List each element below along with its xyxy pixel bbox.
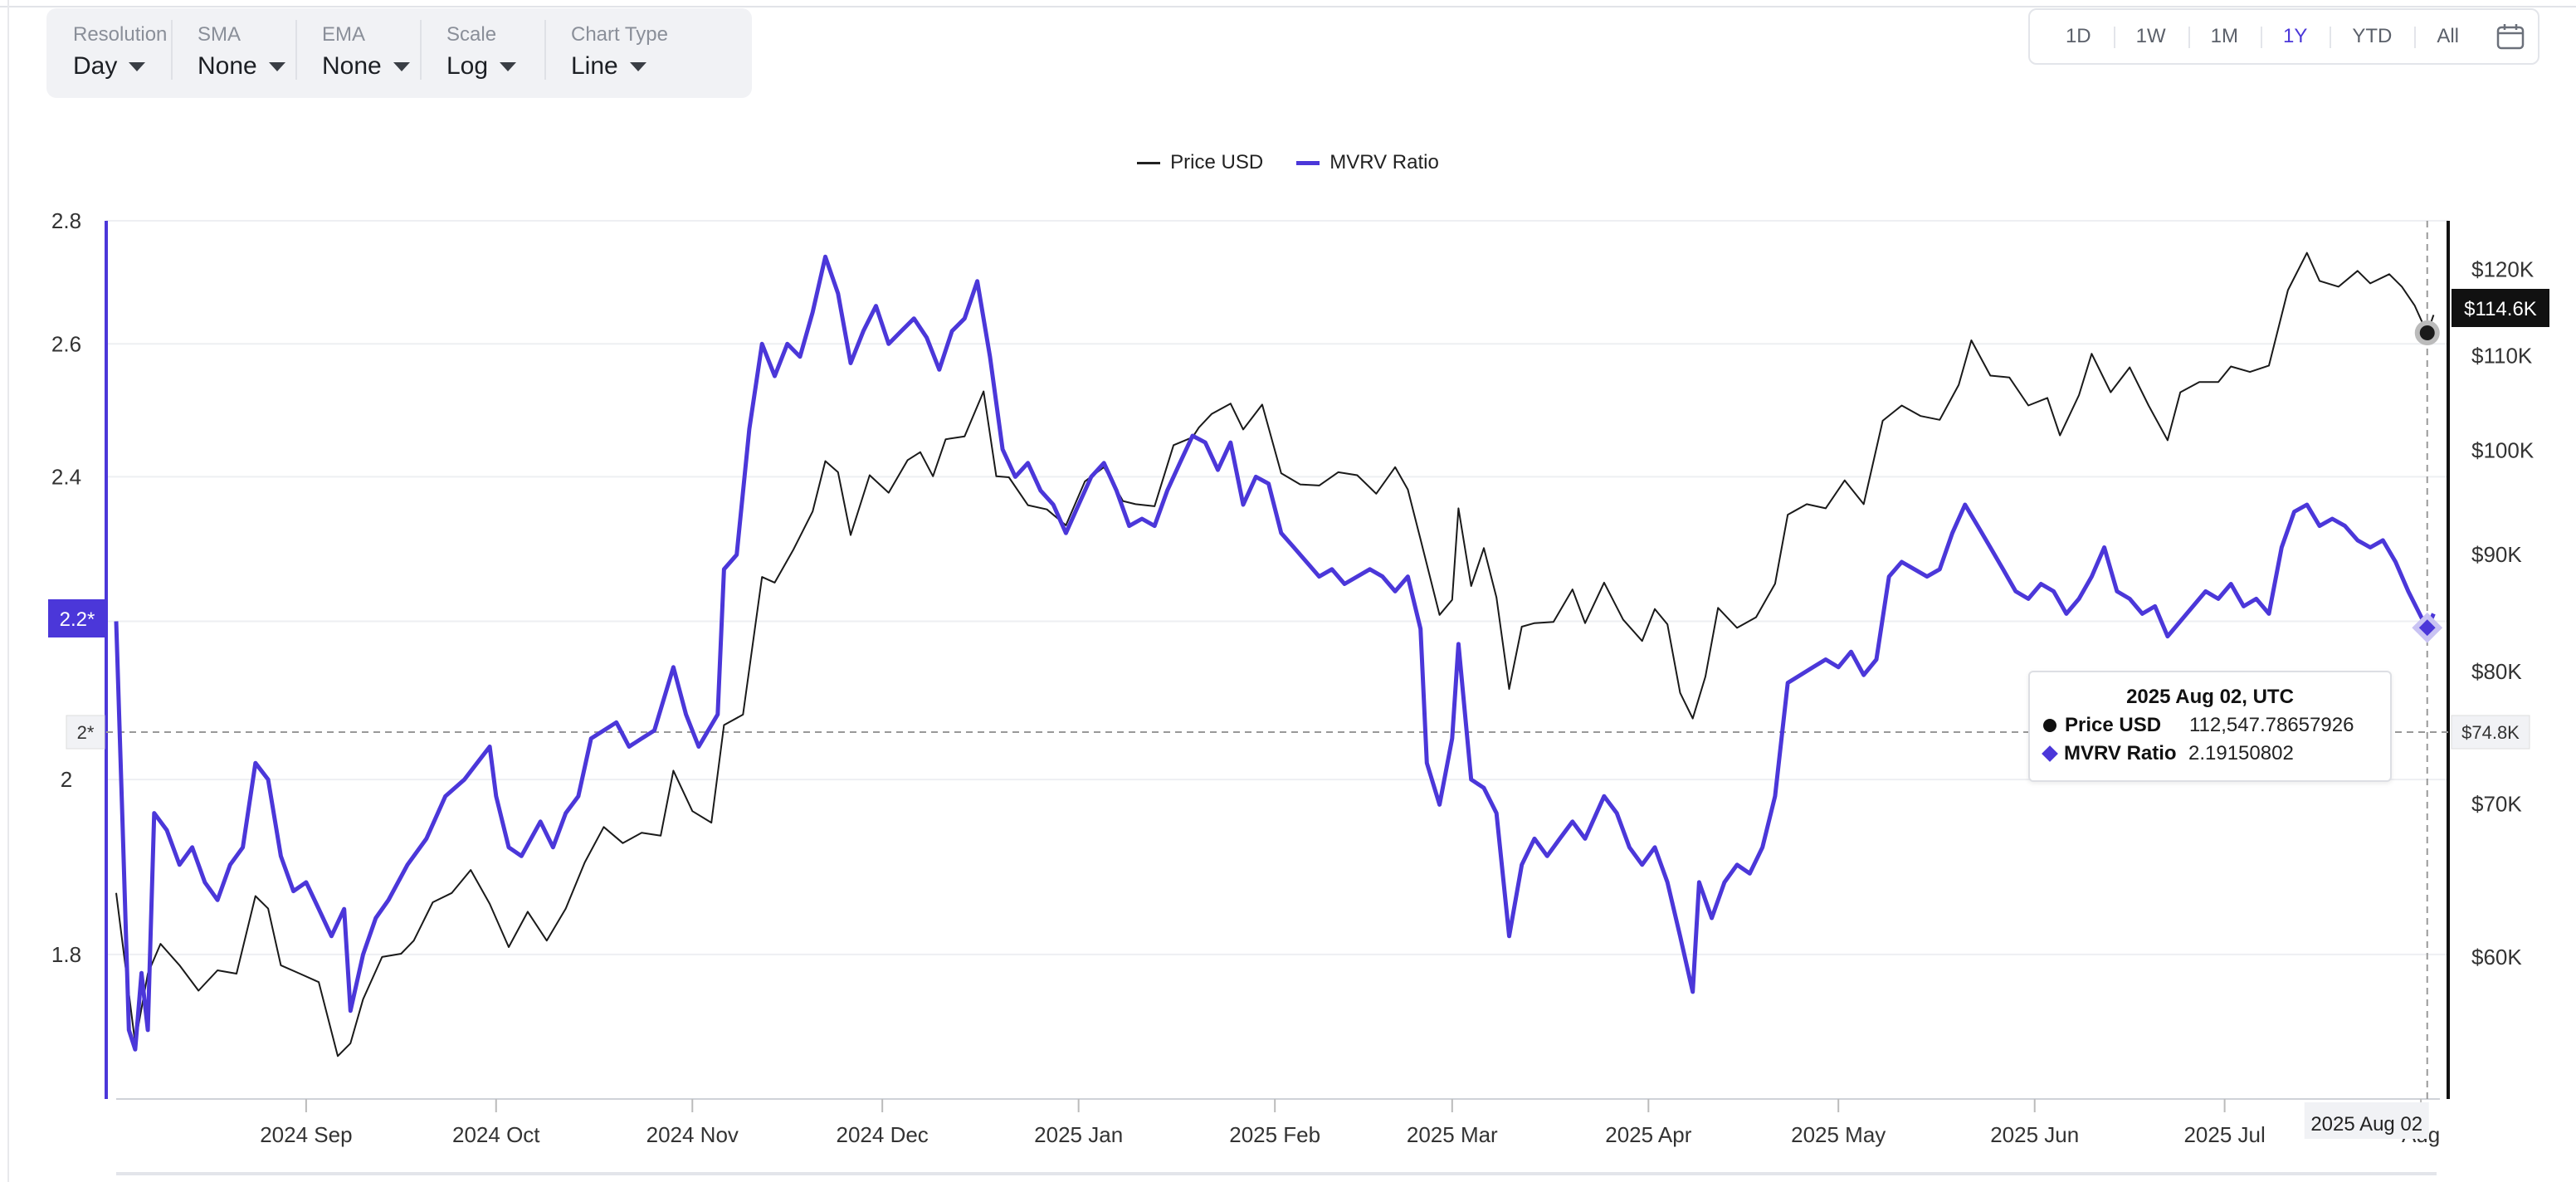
range-all-button[interactable]: All [2414,10,2481,63]
crosshair-right-label: $74.8K [2461,722,2520,743]
x-tick-label: 2024 Nov [646,1122,739,1147]
crosshair-left-label-box [66,715,105,750]
chart-type-label: Chart Type [571,23,668,46]
ema-dropdown[interactable]: EMA None [295,8,420,98]
right-current-badge-text: $114.6K [2464,298,2537,320]
x-tick-label: 2024 Dec [837,1122,929,1147]
right-y-tick-label: $90K [2471,542,2522,567]
sma-label: SMA [198,23,242,46]
scale-label: Scale [446,23,497,46]
left-y-axis-labels: 1.822.22.42.62.8 [51,208,81,967]
range-1m-button[interactable]: 1M [2188,10,2261,63]
chart-type-value: Line [571,52,618,80]
mvrv-hover-marker [2412,612,2443,643]
tooltip-price-label: Price USD [2065,714,2162,736]
legend-price-label: Price USD [1170,151,1264,173]
left-current-badge-text: 2.2* [60,608,95,631]
crosshair-left-label: 2* [77,722,95,743]
mvrv-series-icon [2042,745,2058,762]
price-series-icon [2043,719,2056,732]
range-ytd-button[interactable]: YTD [2330,10,2414,63]
crosshair-x-label: 2025 Aug 02 [2310,1113,2422,1136]
grid-lines [106,220,2448,955]
right-y-tick-label: $80K [2471,659,2522,684]
chevron-down-icon [500,61,517,71]
right-y-tick-label: $110K [2471,343,2533,368]
tooltip-price-row: Price USD 112,547.78657926 [2043,714,2390,737]
series-mvrv-line [114,254,2436,1052]
crosshair-right-label-box [2451,715,2530,750]
x-tick-label: 2025 May [1791,1122,1886,1147]
chevron-down-icon [129,61,146,71]
x-tick-label: 2025 Jun [1990,1122,2079,1147]
tooltip-date: 2025 Aug 02, UTC [2126,686,2294,708]
crosshair-x-label-box [2304,1102,2429,1139]
chart-controls-toolbar: Resolution Day SMA None EMA None Scale L… [46,8,752,98]
chevron-down-icon [629,61,646,71]
legend-price[interactable]: Price USD [1137,151,1263,174]
x-axis-ticks: 2024 Sep 2024 Oct 2024 Nov 2024 Dec 2025 Jan… [260,1099,2440,1147]
left-y-tick-label: 2.4 [51,464,81,489]
left-y-tick-label: 2.8 [51,208,81,233]
sma-dropdown[interactable]: SMA None [171,8,295,98]
left-y-tick-label: 1.8 [51,942,81,967]
legend-mvrv-swatch [1296,160,1320,165]
x-tick-label: 2025 Feb [1229,1122,1320,1147]
resolution-label: Resolution [73,23,168,46]
left-y-tick-label: 2.6 [51,331,81,356]
tooltip-price-value: 112,547.78657926 [2189,714,2354,736]
chevron-down-icon [393,61,410,71]
right-y-tick-label: $70K [2471,792,2522,817]
range-1w-button[interactable]: 1W [2113,10,2188,63]
right-y-axis-labels: $60K $70K $80K $90K $100K $110K $120K [2471,256,2535,970]
chart-type-dropdown[interactable]: Chart Type Line [544,8,669,98]
legend-mvrv-label: MVRV Ratio [1329,151,1439,173]
range-1d-button[interactable]: 1D [2065,25,2091,47]
right-y-tick-label: $120K [2471,256,2535,281]
chart-legend: Price USD MVRV Ratio [0,151,2576,174]
legend-price-swatch [1137,161,1161,164]
sma-value: None [198,52,257,80]
right-current-badge [2452,289,2549,327]
ema-label: EMA [322,23,366,46]
x-tick-label: 2025 Mar [1407,1122,1498,1147]
x-tick-label: 2024 Oct [452,1122,540,1147]
left-current-badge [48,599,106,637]
x-tick-label: 2024 Sep [260,1122,352,1147]
scale-dropdown[interactable]: Scale Log [420,8,544,98]
legend-mvrv[interactable]: MVRV Ratio [1296,151,1439,174]
right-y-tick-label: $60K [2471,945,2522,970]
range-1y-button[interactable]: 1Y [2260,10,2330,63]
x-tick-label: 2025 Apr [1605,1122,1691,1147]
tooltip-mvrv-label: MVRV Ratio [2064,742,2177,764]
ema-value: None [322,52,382,80]
price-hover-marker [2414,320,2440,345]
x-tick-label: 2025 Jan [1034,1122,1123,1147]
x-tick-label: 2025 Jul [2183,1122,2265,1147]
right-y-tick-label: $100K [2471,437,2535,462]
tooltip-mvrv-row: MVRV Ratio 2.19150802 [2042,742,2390,765]
resolution-value: Day [73,52,118,80]
left-y-tick-label: 2 [61,767,72,792]
calendar-icon[interactable] [2496,23,2525,50]
hover-tooltip: 2025 Aug 02, UTC Price USD 112,547.78657… [2028,671,2392,782]
scale-value: Log [446,52,489,80]
time-range-selector: 1D 1W 1M 1Y YTD All [2027,8,2539,65]
resolution-dropdown[interactable]: Resolution Day [46,8,171,98]
series-price-line [115,252,2435,1057]
chevron-down-icon [268,61,285,71]
tooltip-mvrv-value: 2.19150802 [2188,742,2294,764]
